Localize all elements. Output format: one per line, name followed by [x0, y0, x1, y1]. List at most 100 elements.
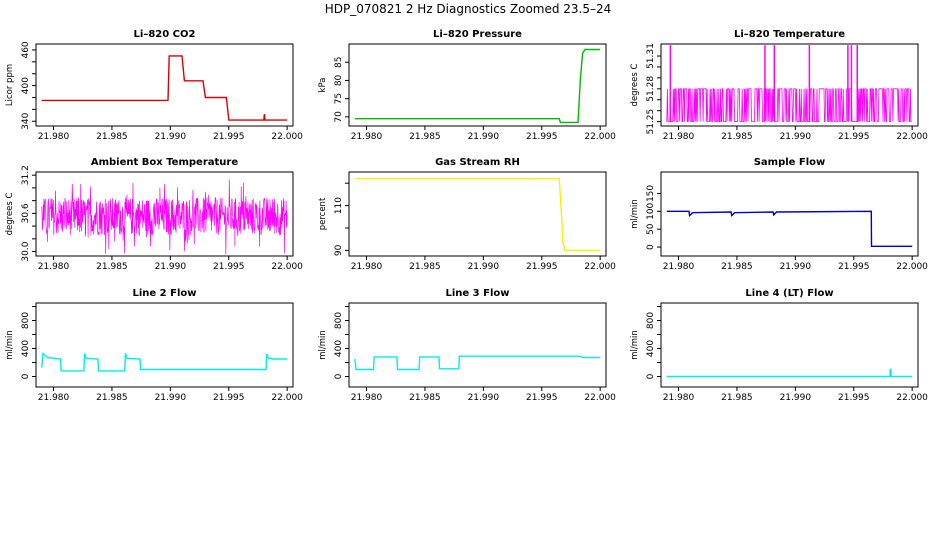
x-tick-label: 21.980	[38, 262, 70, 272]
x-tick-label: 21.985	[409, 393, 441, 403]
x-tick-label: 21.985	[409, 132, 441, 142]
x-tick-label: 21.985	[409, 262, 441, 272]
y-axis-label: ml/min	[318, 330, 328, 360]
x-tick-label: 21.990	[780, 393, 812, 403]
y-axis-label: ml/min	[630, 330, 640, 360]
x-tick-label: 21.995	[838, 132, 870, 142]
y-axis-label: ml/min	[5, 330, 15, 360]
x-tick-label: 21.990	[468, 132, 500, 142]
panel-li-820-temperature: Li–820 Temperature 21.980 21.985 21.990 21.9…	[630, 29, 928, 142]
plot-frame	[348, 43, 607, 127]
plot-frame	[35, 171, 294, 257]
panel-li-820-co2: Li–820 CO2 21.980 21.985 21.990 21.995 22.000…	[5, 29, 303, 142]
y-tick-label: 75	[334, 93, 344, 104]
series-line	[354, 355, 601, 371]
x-tick-label: 21.990	[780, 132, 812, 142]
x-tick-label: 21.980	[663, 262, 695, 272]
y-tick-label: 800	[21, 312, 31, 329]
y-tick-label: 80	[334, 74, 344, 86]
y-tick-label: 85	[334, 56, 344, 67]
panel-title: Gas Stream RH	[435, 157, 520, 168]
x-tick-label: 21.995	[526, 262, 558, 272]
y-tick-label: 31.2	[21, 165, 31, 185]
y-tick-label: 400	[646, 340, 656, 357]
x-tick-label: 21.980	[38, 132, 70, 142]
plot-frame	[660, 43, 919, 127]
x-tick-label: 21.995	[526, 393, 558, 403]
series-line	[354, 48, 601, 124]
y-tick-label: 30.6	[21, 203, 31, 223]
plot-frame	[35, 302, 294, 388]
y-axis-label: degrees C	[630, 64, 640, 107]
y-tick-label: 90	[334, 244, 344, 256]
y-tick-label: 51.25	[646, 109, 656, 135]
panel-line-2-flow: Line 2 Flow 21.980 21.985 21.990 21.995 22.00…	[5, 288, 303, 403]
y-axis-label: ml/min	[630, 199, 640, 229]
plot-frame	[660, 302, 919, 388]
plot-frame	[348, 171, 607, 257]
x-tick-label: 21.980	[351, 132, 383, 142]
y-tick-label: 51.28	[646, 76, 656, 102]
x-tick-label: 21.980	[663, 393, 695, 403]
x-tick-label: 21.990	[468, 262, 500, 272]
x-tick-label: 21.990	[780, 262, 812, 272]
panel-line-4-lt-flow: Line 4 (LT) Flow 21.980 21.985 21.990 21.995…	[630, 288, 928, 403]
y-tick-label: 50	[646, 223, 656, 235]
y-tick-label: 400	[21, 77, 31, 94]
x-tick-label: 21.980	[351, 262, 383, 272]
panel-title: Li–820 Pressure	[433, 29, 522, 40]
x-tick-label: 21.990	[155, 393, 187, 403]
x-tick-label: 21.995	[213, 393, 245, 403]
panel-title: Li–820 Temperature	[734, 29, 845, 40]
x-tick-label: 22.000	[271, 393, 303, 403]
y-tick-label: 340	[21, 112, 31, 129]
panel-title: Line 2 Flow	[133, 288, 197, 299]
y-tick-label: 0	[646, 373, 656, 379]
x-tick-label: 21.985	[721, 132, 753, 142]
x-tick-label: 21.990	[155, 262, 187, 272]
x-tick-label: 22.000	[896, 132, 928, 142]
panel-gas-stream-rh: Gas Stream RH 21.980 21.985 21.990 21.995 22.…	[318, 157, 616, 272]
panel-title: Ambient Box Temperature	[91, 157, 238, 168]
x-tick-label: 21.990	[155, 132, 187, 142]
series-line	[41, 55, 288, 121]
plot-frame	[35, 43, 294, 127]
series-line	[354, 177, 601, 252]
x-tick-label: 21.985	[721, 393, 753, 403]
x-tick-label: 22.000	[896, 262, 928, 272]
panel-sample-flow: Sample Flow 21.980 21.985 21.990 21.995 22.00…	[630, 157, 928, 272]
panel-title: Li–820 CO2	[134, 29, 196, 40]
y-axis-label: percent	[318, 197, 328, 230]
x-tick-label: 21.995	[838, 393, 870, 403]
y-tick-label: 100	[646, 202, 656, 219]
y-tick-label: 150	[646, 185, 656, 202]
plot-frame	[348, 302, 607, 388]
panel-line-3-flow: Line 3 Flow 21.980 21.985 21.990 21.995 22.00…	[318, 288, 616, 403]
series-line	[41, 179, 288, 255]
series-line	[666, 210, 913, 248]
y-tick-label: 51.31	[646, 43, 656, 69]
plot-frame	[660, 171, 919, 257]
x-tick-label: 21.985	[96, 262, 128, 272]
panel-title: Line 3 Flow	[446, 288, 510, 299]
panel-ambient-box-temperature: Ambient Box Temperature 21.980 21.985 21.99…	[5, 157, 303, 272]
y-tick-label: 800	[334, 312, 344, 329]
y-axis-label: Licor ppm	[5, 64, 15, 106]
x-tick-label: 21.995	[213, 132, 245, 142]
x-tick-label: 21.990	[468, 393, 500, 403]
x-tick-label: 22.000	[584, 132, 616, 142]
x-tick-label: 22.000	[271, 132, 303, 142]
x-tick-label: 21.980	[351, 393, 383, 403]
series-line	[666, 368, 913, 378]
y-tick-label: 460	[21, 41, 31, 58]
y-axis-label: kPa	[318, 78, 328, 93]
x-tick-label: 22.000	[271, 262, 303, 272]
x-tick-label: 22.000	[584, 393, 616, 403]
x-tick-label: 21.980	[38, 393, 70, 403]
y-tick-label: 30.0	[21, 241, 31, 261]
y-tick-label: 70	[334, 111, 344, 123]
x-tick-label: 22.000	[584, 262, 616, 272]
y-tick-label: 800	[646, 312, 656, 329]
